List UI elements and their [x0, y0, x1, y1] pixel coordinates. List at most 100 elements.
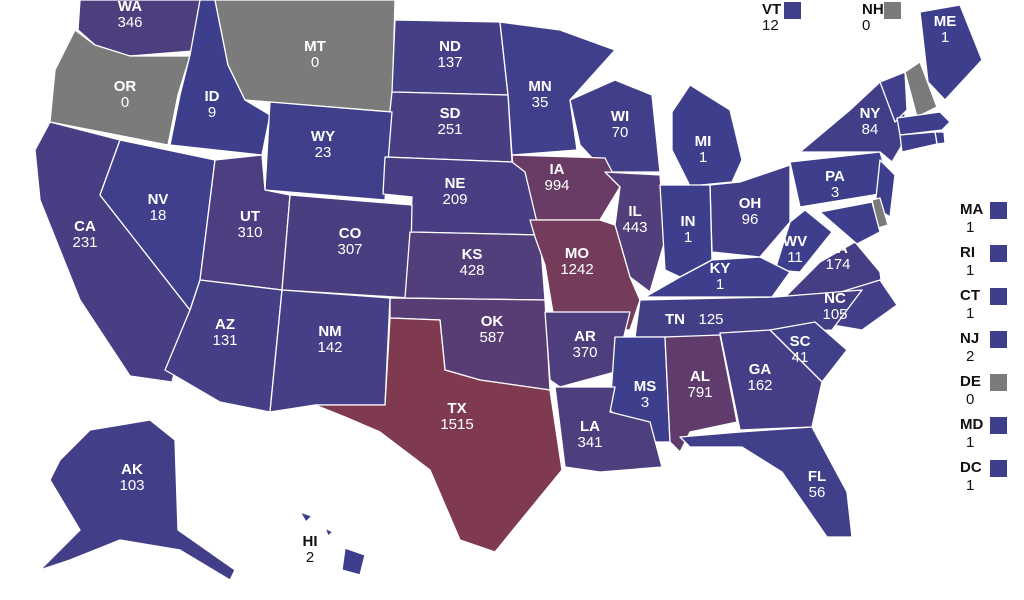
state-shape — [774, 209, 833, 273]
legend-swatch — [990, 202, 1007, 219]
state-label: CO — [339, 225, 362, 242]
state-label: IL — [628, 203, 641, 220]
state-value: 131 — [212, 332, 237, 349]
legend-swatch — [990, 417, 1007, 434]
state-value: 1 — [699, 149, 707, 166]
state-shape — [899, 131, 938, 153]
legend-label: NJ — [960, 330, 979, 347]
legend-label: RI — [960, 244, 975, 261]
state-label: IN — [681, 213, 696, 230]
state-value: 0 — [121, 94, 129, 111]
state-value: 11 — [787, 249, 803, 266]
state-label: MS — [634, 378, 657, 395]
state-label: WI — [611, 108, 629, 125]
state-shape — [896, 111, 951, 136]
legend-value: 0 — [966, 391, 974, 408]
state-shape — [49, 29, 191, 146]
state-value: 428 — [459, 262, 484, 279]
legend-swatch — [990, 374, 1007, 391]
state-value: 35 — [532, 94, 549, 111]
state-value: 310 — [237, 224, 262, 241]
state-label: NY — [860, 105, 881, 122]
state-label: MI — [695, 133, 712, 150]
state-value: 3 — [831, 184, 839, 201]
state-label: AZ — [215, 316, 235, 333]
state-value: 443 — [622, 219, 647, 236]
legend-swatch — [784, 2, 801, 19]
state-value: 1 — [716, 276, 724, 293]
state-label: IA — [550, 161, 565, 178]
legend-label: MD — [960, 416, 983, 433]
state-value: 1 — [684, 229, 692, 246]
state-value: 209 — [442, 191, 467, 208]
state-value: 791 — [687, 384, 712, 401]
state-value: 307 — [337, 241, 362, 258]
state-label: TN — [665, 311, 685, 328]
legend-label: DC — [960, 459, 982, 476]
legend-swatch — [990, 245, 1007, 262]
state-value: 994 — [544, 177, 569, 194]
legend-swatch — [990, 331, 1007, 348]
state-label: FL — [808, 468, 826, 485]
legend-swatch — [990, 288, 1007, 305]
state-label: NE — [445, 175, 466, 192]
states — [34, 0, 983, 581]
state-value: 1515 — [440, 416, 473, 433]
state-value: 56 — [809, 484, 826, 501]
state-value: 9 — [208, 104, 216, 121]
legend-swatch — [884, 2, 901, 19]
state-shape — [529, 219, 641, 331]
legend-label: DE — [960, 373, 981, 390]
state-value: 84 — [862, 121, 879, 138]
state-value: 70 — [612, 124, 629, 141]
state-label: NV — [148, 191, 169, 208]
state-shape — [544, 311, 631, 388]
state-label: SD — [440, 105, 461, 122]
state-value: 137 — [437, 54, 462, 71]
legend-swatch — [990, 460, 1007, 477]
state-shape — [314, 317, 563, 553]
state-label: ME — [934, 13, 957, 30]
state-label: KY — [710, 260, 731, 277]
state-label: AL — [690, 368, 710, 385]
legend-value: 1 — [966, 219, 974, 236]
state-label: MO — [565, 245, 589, 262]
state-label: OK — [481, 313, 504, 330]
state-label: WA — [118, 0, 142, 15]
state-value: 3 — [641, 394, 649, 411]
state-label: LA — [580, 418, 600, 435]
state-label: AK — [121, 461, 143, 478]
state-label: AR — [574, 328, 596, 345]
state-label: MN — [528, 78, 551, 95]
state-label: GA — [749, 361, 772, 378]
state-value: 0 — [311, 54, 319, 71]
state-label: HI — [303, 533, 318, 550]
legend-label: CT — [960, 287, 980, 304]
state-label: KS — [462, 246, 483, 263]
state-value: 341 — [577, 434, 602, 451]
state-label: VA — [828, 240, 848, 257]
state-value: 41 — [792, 349, 809, 366]
state-label: PA — [825, 168, 845, 185]
state-value: 103 — [119, 477, 144, 494]
state-value: 2 — [306, 549, 314, 566]
state-label: OH — [739, 195, 762, 212]
state-value: 251 — [437, 121, 462, 138]
state-shape — [324, 527, 334, 537]
state-shape — [879, 71, 908, 123]
legend-label: MA — [960, 201, 983, 218]
state-label: WY — [311, 128, 335, 145]
state-value: 174 — [825, 256, 850, 273]
state-label: CA — [74, 218, 96, 235]
state-value: 96 — [742, 211, 759, 228]
legend-value: 2 — [966, 348, 974, 365]
state-label: WV — [783, 233, 807, 250]
state-value: 1242 — [560, 261, 593, 278]
state-shape — [554, 386, 663, 473]
state-shape — [719, 329, 823, 431]
state-label: UT — [240, 208, 260, 225]
state-shape — [264, 101, 393, 201]
legend-value: 0 — [862, 17, 870, 34]
legend-label: NH — [862, 1, 884, 18]
